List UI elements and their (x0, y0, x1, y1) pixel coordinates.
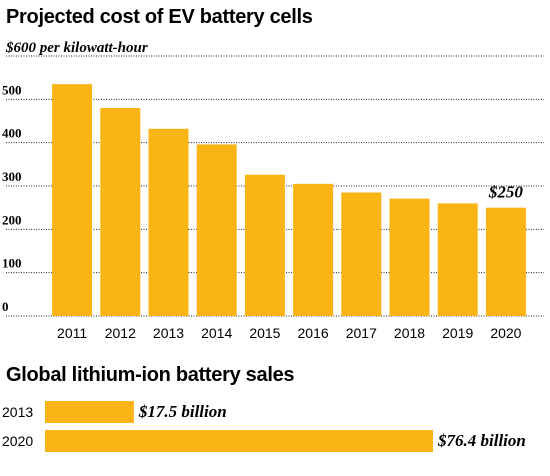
data-label: $250 (488, 183, 524, 202)
x-tick-label: 2019 (442, 325, 473, 341)
y-tick-label: 0 (2, 299, 9, 314)
x-tick-label: 2017 (346, 325, 377, 341)
x-tick-label: 2014 (201, 325, 232, 341)
bar-category-label: 2020 (2, 433, 33, 449)
sales-chart-title: Global lithium-ion battery sales (6, 364, 295, 386)
y-tick-label: 400 (2, 126, 22, 141)
data-label: $17.5 billion (138, 402, 227, 421)
bar (45, 401, 134, 423)
x-tick-label: 2020 (490, 325, 521, 341)
y-tick-label: 500 (2, 82, 22, 97)
bar (148, 128, 189, 316)
bar (293, 183, 334, 316)
data-label: $76.4 billion (437, 431, 526, 450)
bar (100, 108, 141, 316)
x-tick-label: 2012 (105, 325, 136, 341)
bar (244, 174, 285, 316)
x-tick-label: 2018 (394, 325, 425, 341)
bar (485, 207, 526, 316)
bar (196, 144, 237, 316)
chart-title: Projected cost of EV battery cells (6, 6, 313, 28)
x-tick-label: 2015 (249, 325, 280, 341)
bar (389, 198, 430, 316)
x-tick-label: 2011 (57, 325, 87, 341)
bar-category-label: 2013 (2, 404, 33, 420)
y-tick-label: 200 (2, 212, 22, 227)
bar (52, 84, 93, 317)
x-tick-label: 2016 (298, 325, 329, 341)
y-tick-label: 100 (2, 256, 22, 271)
bar (437, 203, 478, 316)
y-tick-label: 300 (2, 169, 22, 184)
bar (45, 430, 433, 452)
y-unit-label: $600 per kilowatt-hour (6, 40, 148, 56)
x-tick-label: 2013 (153, 325, 184, 341)
bar (341, 192, 382, 316)
